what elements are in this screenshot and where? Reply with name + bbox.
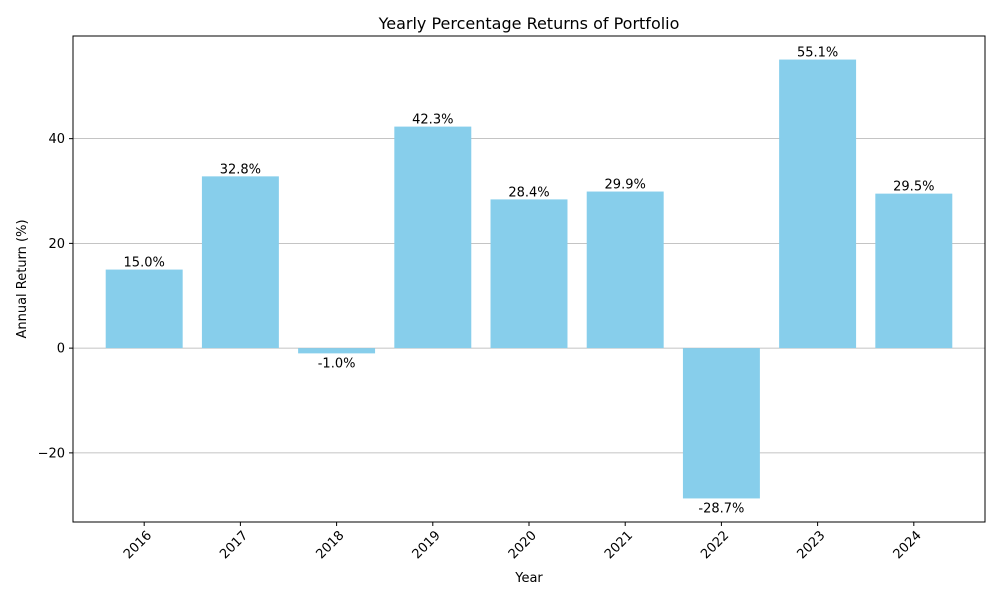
x-tick-label: 2023 xyxy=(794,528,828,562)
bar-2022 xyxy=(682,348,760,499)
data-label-2016: 15.0% xyxy=(124,256,165,271)
bar-2019 xyxy=(394,126,472,349)
data-label-2024: 29.5% xyxy=(893,180,934,195)
y-tick-label: −20 xyxy=(38,446,65,461)
x-tick-label: 2024 xyxy=(891,528,925,562)
bar-2016 xyxy=(105,269,183,349)
x-axis-label: Year xyxy=(514,571,543,586)
x-tick-label: 2019 xyxy=(410,528,444,562)
y-tick-label: 0 xyxy=(57,342,65,357)
x-tick-label: 2020 xyxy=(506,528,540,562)
data-label-2023: 55.1% xyxy=(797,46,838,61)
y-axis-ticks: −20 0 20 40 xyxy=(38,132,73,461)
x-tick-label: 2017 xyxy=(217,528,251,562)
x-axis-ticks: 2016 2017 2018 2019 2020 2021 2022 2023 2024 xyxy=(121,522,925,562)
bar-2021 xyxy=(586,191,664,349)
y-tick-label: 40 xyxy=(48,132,65,147)
x-tick-label: 2018 xyxy=(313,528,347,562)
y-axis-label: Annual Return (%) xyxy=(15,219,30,338)
x-tick-label: 2022 xyxy=(698,528,732,562)
y-tick-label: 20 xyxy=(48,237,65,252)
bars xyxy=(105,59,953,499)
data-label-2021: 29.9% xyxy=(605,178,646,193)
data-label-2017: 32.8% xyxy=(220,162,261,177)
data-label-2020: 28.4% xyxy=(508,185,549,200)
x-tick-label: 2021 xyxy=(602,528,636,562)
data-label-2022: -28.7% xyxy=(698,501,744,516)
x-tick-label: 2016 xyxy=(121,528,155,562)
bar-2020 xyxy=(490,199,568,349)
bar-2018 xyxy=(298,348,376,354)
bar-2024 xyxy=(875,193,953,349)
chart-title: Yearly Percentage Returns of Portfolio xyxy=(378,14,680,33)
bar-2023 xyxy=(779,59,857,349)
data-label-2018: -1.0% xyxy=(318,356,356,371)
data-labels: 15.0% 32.8% -1.0% 42.3% 28.4% 29.9% -28.7% 55.1… xyxy=(124,46,935,517)
bar-2017 xyxy=(201,176,279,349)
data-label-2019: 42.3% xyxy=(412,113,453,128)
